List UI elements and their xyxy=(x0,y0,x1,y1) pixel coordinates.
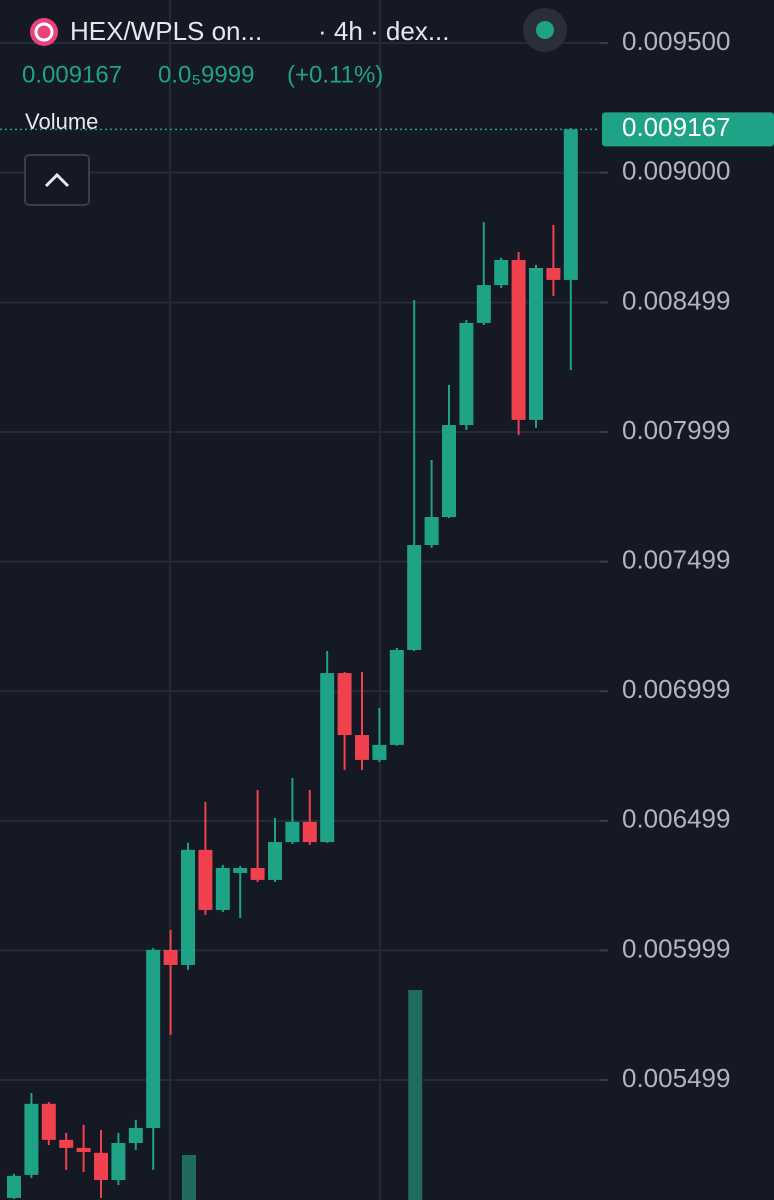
price-axis: 0.009500 0.009000 0.008499 0.007999 0.007499… xyxy=(0,26,774,1093)
candle-body xyxy=(59,1139,74,1148)
symbol: HEX/WPLS on... xyxy=(70,16,262,46)
grid xyxy=(0,42,600,1081)
candle-body xyxy=(250,867,265,880)
volume-bar xyxy=(408,990,423,1200)
y-tick-label: 0.007499 xyxy=(622,545,730,575)
candle-body xyxy=(94,1152,108,1181)
volume-label: Volume xyxy=(25,109,98,134)
y-tick-label: 0.005499 xyxy=(622,1063,730,1093)
y-tick-label: 0.009000 xyxy=(622,155,730,185)
collapse-button[interactable] xyxy=(24,154,90,206)
current-price: 0.009167 xyxy=(22,61,122,88)
status-dot xyxy=(536,21,554,39)
candle-body xyxy=(372,744,387,760)
candle-body xyxy=(24,1103,39,1175)
candle-body xyxy=(546,267,561,280)
candle-body xyxy=(128,1127,143,1143)
candle-body xyxy=(181,849,195,965)
candle-body xyxy=(233,867,248,873)
volume-bar xyxy=(182,1155,196,1200)
candle-body xyxy=(529,267,543,420)
last-price-tag xyxy=(602,112,774,147)
candle-body xyxy=(111,1142,126,1181)
y-tick-label: 0.005999 xyxy=(622,933,730,963)
y-tick-label: 0.006499 xyxy=(622,804,730,834)
change: 0.0₅9999 xyxy=(158,61,254,88)
candle-body xyxy=(268,842,282,880)
candle-body xyxy=(511,259,526,420)
change-percent: (+0.11%) xyxy=(287,61,383,88)
candle-body xyxy=(198,849,213,910)
candle-body xyxy=(163,949,178,965)
candle-body xyxy=(389,650,404,745)
candle-body xyxy=(41,1103,56,1140)
y-tick-label: 0.009500 xyxy=(622,26,730,56)
chevron-icon xyxy=(44,172,70,188)
token-logo-inner xyxy=(34,22,54,42)
candle-body xyxy=(407,545,422,651)
candle-body xyxy=(146,949,161,1128)
candle-body xyxy=(459,322,474,426)
candle-body xyxy=(563,129,578,280)
interval: · 4h · dex... xyxy=(318,16,450,46)
candle-body xyxy=(442,425,456,518)
candle-body xyxy=(337,673,352,736)
candle-body xyxy=(494,259,509,286)
candle-body xyxy=(76,1147,91,1153)
candle-body xyxy=(285,821,300,843)
last-price-label: 0.009167 xyxy=(622,112,730,142)
candle-body xyxy=(424,517,439,546)
y-tick-label: 0.007999 xyxy=(622,415,730,445)
candles xyxy=(7,128,578,1199)
candle-body xyxy=(302,821,317,843)
candle-body xyxy=(320,673,335,843)
y-tick-label: 0.006999 xyxy=(622,674,730,704)
candle-body xyxy=(7,1175,21,1198)
header: HEX/WPLS on... · 4h · dex... 0.009167 0.… xyxy=(22,8,567,206)
candle-body xyxy=(215,867,230,910)
token-logo xyxy=(30,18,58,46)
volume-bars xyxy=(182,990,423,1200)
candle-body xyxy=(476,285,491,323)
y-tick-label: 0.008499 xyxy=(622,285,730,315)
candle-body xyxy=(355,735,369,760)
